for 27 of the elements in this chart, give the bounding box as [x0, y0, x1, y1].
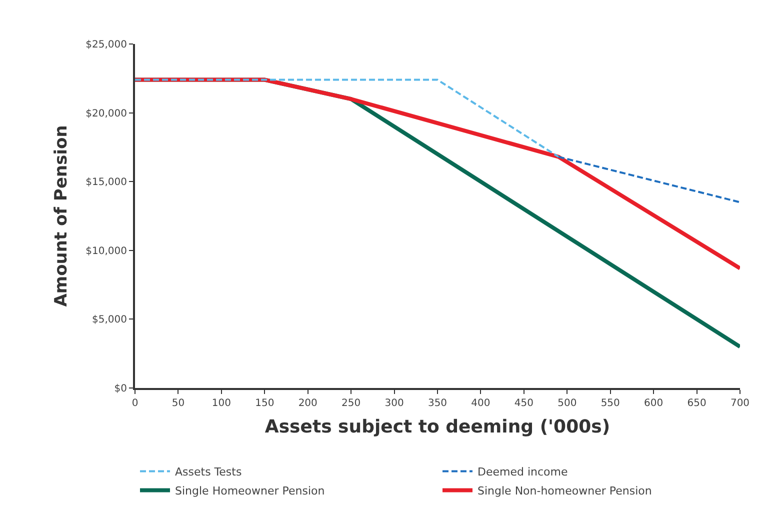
- x-tick-label: 250: [342, 398, 361, 409]
- x-tick-label: 400: [471, 398, 490, 409]
- x-tick-label: 350: [428, 398, 448, 409]
- x-tick-label: 700: [730, 398, 750, 409]
- x-tick-label: 50: [172, 398, 185, 409]
- legend-label: Single Homeowner Pension: [175, 484, 325, 498]
- x-tick-label: 550: [600, 398, 620, 409]
- x-tick-label: 0: [132, 398, 138, 409]
- y-tick-label: $25,000: [86, 40, 127, 50]
- y-tick-label: $10,000: [86, 246, 127, 257]
- x-tick-label: 600: [644, 398, 664, 409]
- y-axis-title: Amount of Pension: [52, 125, 72, 307]
- x-tick-label: 200: [298, 398, 318, 409]
- y-tick-label: $5,000: [92, 314, 127, 326]
- y-tick-label: $20,000: [86, 108, 127, 120]
- x-axis-title: Assets subject to deeming ('000s): [264, 416, 610, 438]
- y-tick-label: $15,000: [86, 177, 127, 188]
- x-tick-label: 650: [687, 398, 706, 409]
- x-tick-label: 100: [212, 398, 231, 409]
- legend-label: Deemed income: [478, 466, 568, 479]
- y-tick-label: $0: [114, 384, 127, 394]
- x-tick-label: 450: [514, 398, 534, 409]
- x-tick-label: 150: [255, 398, 274, 409]
- x-tick-label: 300: [384, 398, 404, 409]
- legend-label: Assets Tests: [175, 466, 242, 479]
- legend-label: Single Non-homeowner Pension: [478, 484, 652, 498]
- x-tick-label: 500: [558, 398, 577, 409]
